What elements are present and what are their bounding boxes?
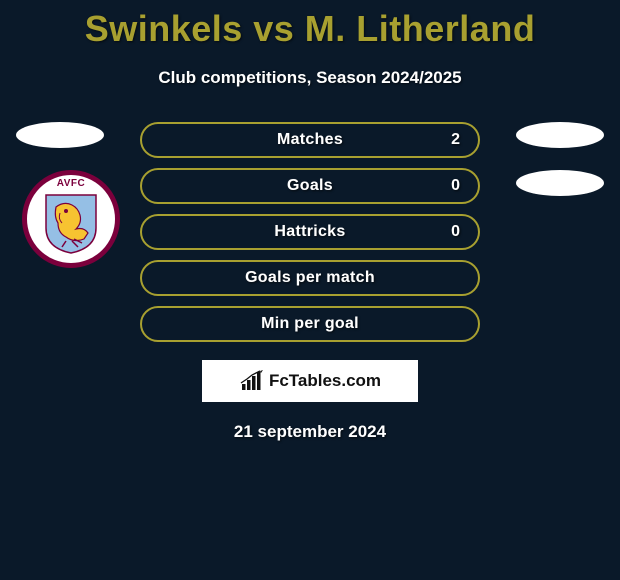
club-crest-left: AVFC [22,170,120,268]
stat-label: Min per goal [261,315,359,333]
player-right-ellipse-1 [516,122,604,148]
stat-row: Goals per match [0,260,620,296]
player-right-ellipse-2 [516,170,604,196]
stat-pill-goals-per-match: Goals per match [140,260,480,296]
stat-value: 0 [451,177,460,195]
stat-pill-goals: Goals 0 [140,168,480,204]
stat-label: Hattricks [274,223,345,241]
brand-text: FcTables.com [269,371,381,391]
crest-abbrev: AVFC [57,178,85,189]
stat-pill-matches: Matches 2 [140,122,480,158]
player-left-ellipse [16,122,104,148]
comparison-title: Swinkels vs M. Litherland [0,0,620,50]
stats-zone: AVFC Matches 2 Goals 0 Hattricks 0 Goals… [0,122,620,342]
bar-chart-icon [239,370,265,392]
stat-pill-min-per-goal: Min per goal [140,306,480,342]
stat-value: 2 [451,131,460,149]
crest-shield-icon [44,193,98,255]
stat-label: Goals [287,177,333,195]
stat-value: 0 [451,223,460,241]
stat-label: Goals per match [245,269,375,287]
comparison-subtitle: Club competitions, Season 2024/2025 [0,68,620,88]
stat-row: Min per goal [0,306,620,342]
stat-label: Matches [277,131,343,149]
snapshot-date: 21 september 2024 [0,422,620,442]
brand-box: FcTables.com [202,360,418,402]
stat-pill-hattricks: Hattricks 0 [140,214,480,250]
